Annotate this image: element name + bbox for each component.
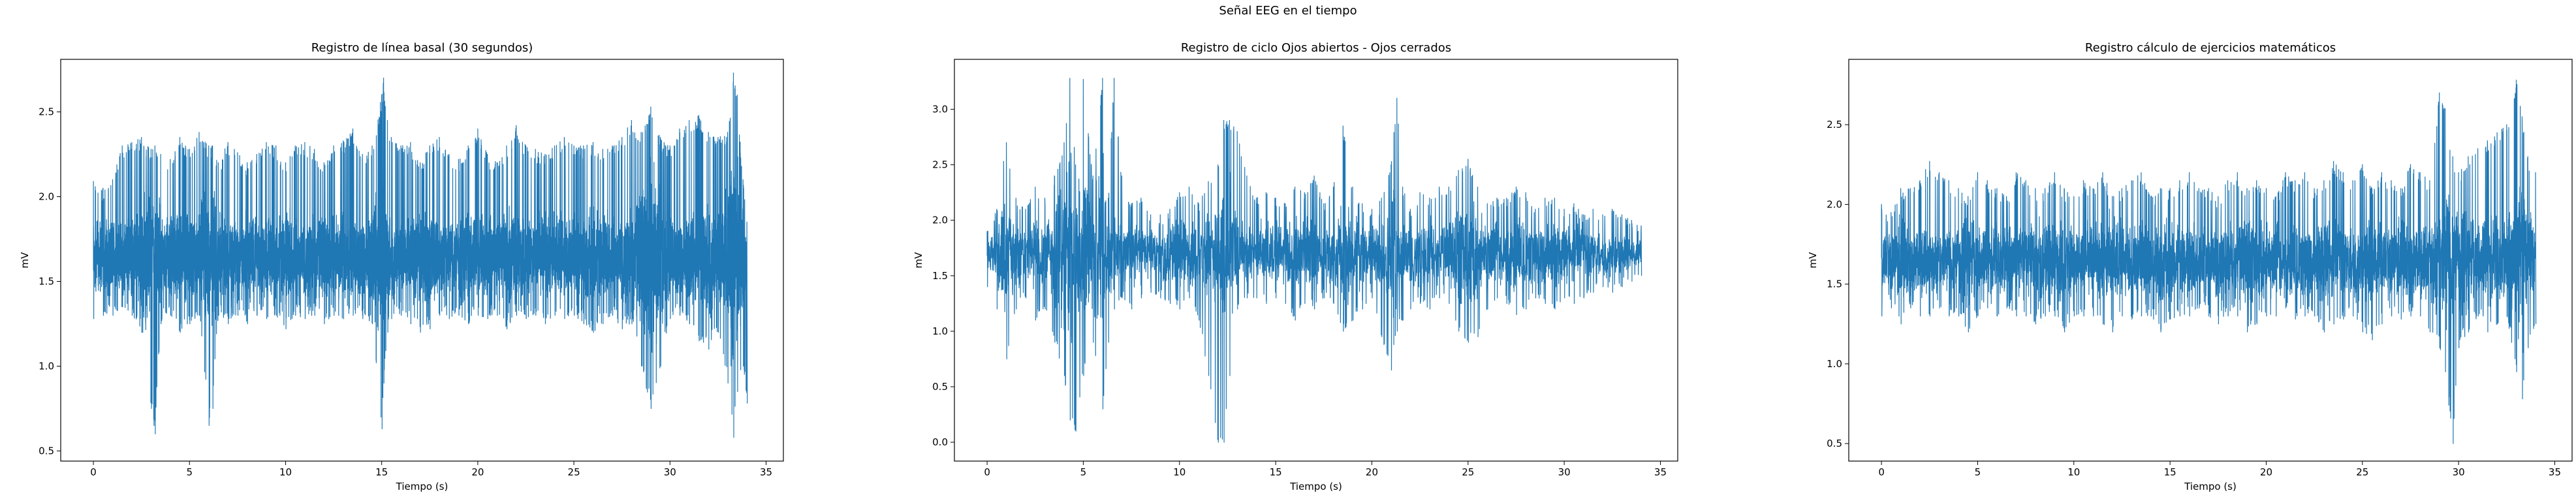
x-tick-label: 20	[1366, 466, 1378, 478]
y-axis-label: mV	[1807, 252, 1819, 269]
y-tick-label: 2.0	[1827, 198, 1842, 210]
y-tick-label: 2.0	[39, 191, 54, 203]
y-tick-label: 1.0	[1827, 358, 1842, 370]
y-tick-label: 1.0	[39, 360, 54, 372]
y-tick-label: 0.5	[1827, 438, 1842, 449]
x-tick-label: 5	[1080, 466, 1087, 478]
x-tick-label: 30	[1558, 466, 1571, 478]
x-tick-label: 30	[2453, 466, 2465, 478]
y-tick-label: 1.5	[39, 275, 54, 287]
x-tick-label: 25	[1462, 466, 1474, 478]
chart-title: Registro cálculo de ejercicios matemátic…	[2085, 41, 2336, 55]
y-tick-label: 2.5	[1827, 119, 1842, 130]
x-tick-label: 35	[2549, 466, 2561, 478]
x-axis-label: Tiempo (s)	[2184, 481, 2237, 492]
x-tick-label: 15	[1270, 466, 1282, 478]
x-tick-label: 35	[760, 466, 772, 478]
x-tick-label: 20	[471, 466, 484, 478]
y-tick-label: 2.5	[932, 159, 948, 171]
chart-panel-1: 0 5 10 15 20 25 30 35 0.5 1.0 1.5 2.0 2.5 Registro de…	[19, 41, 784, 492]
chart-panel-2: 0 5 10 15 20 25 30 35 0.0 0.5 1.0 1.5 2.0 2.5 3.0 Regis…	[913, 41, 1678, 492]
y-tick-label: 3.0	[932, 104, 948, 115]
eeg-signal-line	[986, 78, 1642, 443]
axes-frame	[60, 59, 784, 462]
x-tick-label: 10	[279, 466, 292, 478]
x-tick-label: 0	[90, 466, 97, 478]
eeg-signal-line	[1881, 80, 2537, 444]
y-tick-label: 2.0	[932, 215, 948, 226]
chart-title: Registro de línea basal (30 segundos)	[311, 41, 533, 55]
x-tick-label: 15	[2164, 466, 2176, 478]
x-tick-label: 0	[1878, 466, 1885, 478]
x-tick-label: 15	[375, 466, 388, 478]
y-tick-label: 0.5	[932, 381, 948, 393]
y-tick-label: 1.0	[932, 325, 948, 337]
y-tick-label: 1.5	[1827, 278, 1842, 290]
y-axis-label: mV	[913, 252, 924, 269]
chart-title: Registro de ciclo Ojos abiertos - Ojos c…	[1181, 41, 1451, 55]
x-tick-label: 25	[2356, 466, 2368, 478]
axes-frame	[954, 59, 1678, 462]
eeg-signal-line	[93, 72, 748, 438]
x-tick-label: 5	[1975, 466, 1981, 478]
y-tick-label: 0.5	[39, 445, 54, 457]
x-tick-label: 10	[1173, 466, 1186, 478]
y-tick-label: 2.5	[39, 106, 54, 118]
x-tick-label: 10	[2067, 466, 2080, 478]
chart-panel-3: 0 5 10 15 20 25 30 35 0.5 1.0 1.5 2.0 2.5 Registro cá…	[1807, 41, 2573, 492]
y-tick-label: 0.0	[932, 436, 948, 448]
x-tick-label: 30	[664, 466, 676, 478]
x-tick-label: 25	[568, 466, 580, 478]
x-tick-label: 5	[186, 466, 193, 478]
x-tick-label: 35	[1654, 466, 1667, 478]
y-axis-label: mV	[19, 252, 31, 269]
x-axis-label: Tiempo (s)	[396, 481, 448, 492]
y-tick-label: 1.5	[932, 270, 948, 282]
figure-suptitle: Señal EEG en el tiempo	[1219, 4, 1357, 18]
axes-frame	[1848, 59, 2573, 462]
x-tick-label: 20	[2260, 466, 2272, 478]
x-axis-label: Tiempo (s)	[1289, 481, 1342, 492]
x-tick-label: 0	[984, 466, 990, 478]
